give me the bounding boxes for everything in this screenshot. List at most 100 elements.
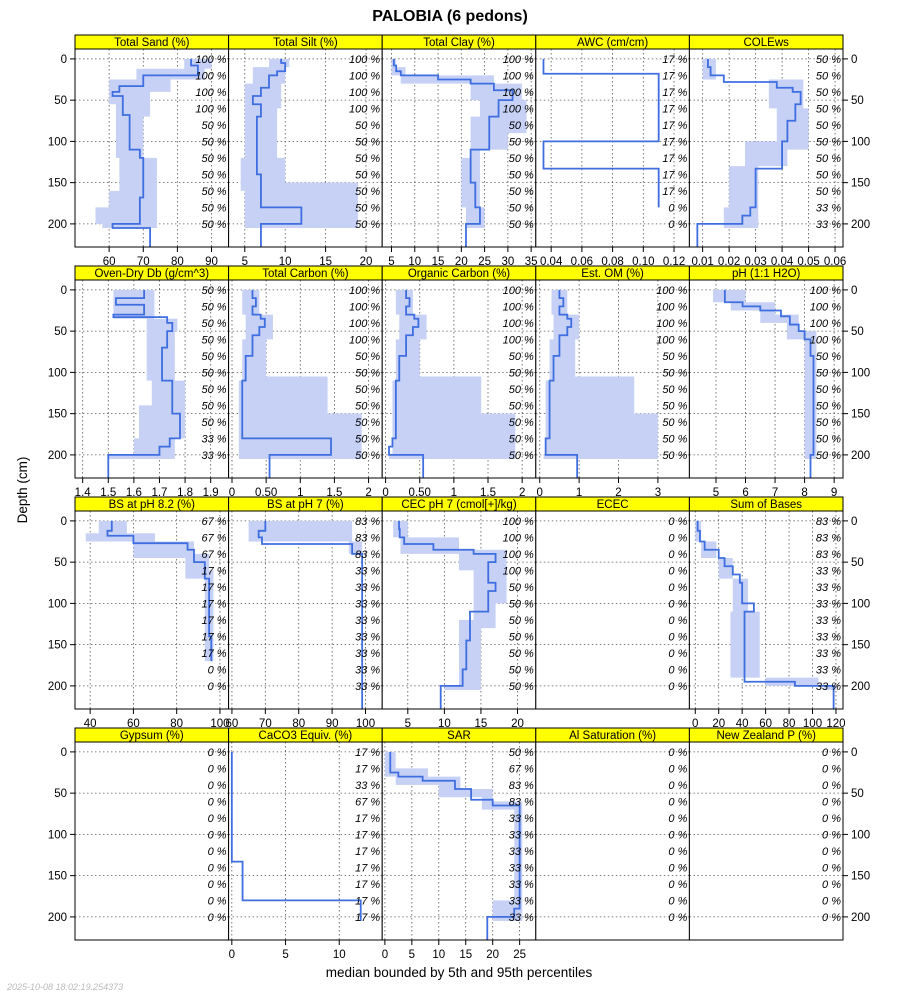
pct-label: 100 % <box>503 532 534 544</box>
pct-label: 0 % <box>668 763 687 775</box>
chart-title: PALOBIA (6 pedons) <box>372 8 528 25</box>
x-tick-label: 1.7 <box>151 487 167 499</box>
percentile-band <box>713 289 817 460</box>
pct-label: 17 % <box>662 120 687 132</box>
x-tick-label: 10 <box>408 256 421 268</box>
pct-label: 0 % <box>668 565 687 577</box>
x-tick-label: 1 <box>297 487 303 499</box>
x-tick-label: 40 <box>736 718 749 730</box>
pct-label: 0 % <box>822 780 841 792</box>
y-tick-label: 0 <box>851 516 857 528</box>
pct-label: 33 % <box>355 780 380 792</box>
pct-label: 100 % <box>656 334 687 346</box>
strip-label: Sum of Bases <box>730 499 802 511</box>
pct-label: 50 % <box>509 615 534 627</box>
x-tick-label: 15 <box>319 256 332 268</box>
median-line <box>241 289 332 478</box>
strip-label: Est. OM (%) <box>581 268 644 280</box>
pct-label: 50 % <box>509 186 534 198</box>
median-line <box>257 520 364 709</box>
strip-label: ECEC <box>597 499 629 511</box>
pct-label: 50 % <box>202 351 227 363</box>
pct-label: 67 % <box>202 516 227 528</box>
pct-label: 100 % <box>349 70 380 82</box>
y-tick-label: 0 <box>851 747 857 759</box>
pct-label: 0 % <box>668 879 687 891</box>
percentile-band <box>85 520 214 662</box>
x-tick-label: 1.5 <box>480 487 496 499</box>
x-tick-label: 0 <box>692 718 698 730</box>
pct-label: 100 % <box>349 87 380 99</box>
median-line <box>696 520 835 709</box>
pct-label: 33 % <box>816 202 841 214</box>
y-tick-label: 100 <box>851 136 870 148</box>
pct-label: 50 % <box>509 169 534 181</box>
pct-label: 0 % <box>668 747 687 759</box>
x-tick-label: 6 <box>742 487 748 499</box>
y-tick-label: 150 <box>851 178 870 190</box>
panel-4: 17 % 17 % 17 % 17 % 17 % 17 % 17 % 17 % 17 % 0 % 0… <box>535 34 690 268</box>
x-tick-label: 10 <box>279 256 292 268</box>
pct-label: 50 % <box>202 417 227 429</box>
pct-label: 0 % <box>668 582 687 594</box>
x-tick-label: 0.06 <box>571 256 593 268</box>
pct-label: 50 % <box>355 384 380 396</box>
pct-label: 33 % <box>509 912 534 924</box>
pct-label: 50 % <box>202 153 227 165</box>
pct-label: 17 % <box>355 747 380 759</box>
x-tick-label: 60 <box>759 718 772 730</box>
y-tick-label: 0 <box>61 54 67 66</box>
x-tick-label: 1.9 <box>203 487 219 499</box>
pct-label: 50 % <box>816 450 841 462</box>
pct-label: 0 % <box>668 846 687 858</box>
median-line <box>251 58 303 247</box>
pct-label: 100 % <box>195 70 226 82</box>
pct-label: 33 % <box>816 664 841 676</box>
x-tick-label: 8 <box>801 487 807 499</box>
pct-label: 17 % <box>662 169 687 181</box>
pct-label: 33 % <box>355 631 380 643</box>
pct-label: 50 % <box>509 202 534 214</box>
pct-label: 0 % <box>208 862 227 874</box>
pct-label: 0 % <box>668 780 687 792</box>
panel-background <box>75 742 229 940</box>
x-tick-label: 100 <box>803 718 822 730</box>
panel-6: 50 % 50 % 50 % 50 % 50 % 50 % 50 % 50 % 50 % 33 %… <box>48 265 230 499</box>
pct-label: 0 % <box>668 598 687 610</box>
pct-label: 33 % <box>816 219 841 231</box>
x-tick-label: 20 <box>712 718 725 730</box>
panel-12: 83 % 83 % 83 % 33 % 33 % 33 % 33 % 33 % 33 % 33 %… <box>226 496 383 730</box>
y-tick-label: 0 <box>851 54 857 66</box>
x-tick-label: 35 <box>525 256 538 268</box>
x-tick-label: 0.08 <box>601 256 623 268</box>
x-tick-label: 25 <box>513 949 526 961</box>
panel-19: 0 % 0 % 0 % 0 % 0 % 0 % 0 % 0 % 0 % 0 % 0 % Al Satu… <box>535 727 690 941</box>
y-tick-label: 200 <box>48 681 67 693</box>
x-tick-label: 30 <box>501 256 514 268</box>
y-tick-label: 150 <box>48 640 67 652</box>
pct-label: 0 % <box>208 895 227 907</box>
pct-label: 100 % <box>349 301 380 313</box>
pct-label: 50 % <box>355 219 380 231</box>
strip-label: AWC (cm/cm) <box>577 37 648 49</box>
pct-label: 50 % <box>509 681 534 693</box>
pct-label: 50 % <box>662 367 687 379</box>
pct-label: 50 % <box>202 202 227 214</box>
pct-label: 33 % <box>816 648 841 660</box>
pct-label: 100 % <box>349 285 380 297</box>
strip-label: BS at pH 8.2 (%) <box>109 499 195 511</box>
percentile-band <box>389 289 516 460</box>
y-tick-label: 50 <box>54 326 67 338</box>
x-tick-label: 100 <box>356 718 375 730</box>
x-tick-label: 80 <box>783 718 796 730</box>
pct-label: 50 % <box>816 433 841 445</box>
pct-label: 100 % <box>503 87 534 99</box>
pct-label: 0 % <box>822 763 841 775</box>
pct-label: 0 % <box>668 796 687 808</box>
y-tick-label: 0 <box>61 747 67 759</box>
strip-label: pH (1:1 H2O) <box>732 268 801 280</box>
pct-label: 33 % <box>355 664 380 676</box>
panel-16: 0 % 0 % 0 % 0 % 0 % 0 % 0 % 0 % 0 % 0 % 0 % Gypsum … <box>48 727 230 941</box>
x-tick-label: 2 <box>615 487 621 499</box>
pct-label: 0 % <box>822 879 841 891</box>
